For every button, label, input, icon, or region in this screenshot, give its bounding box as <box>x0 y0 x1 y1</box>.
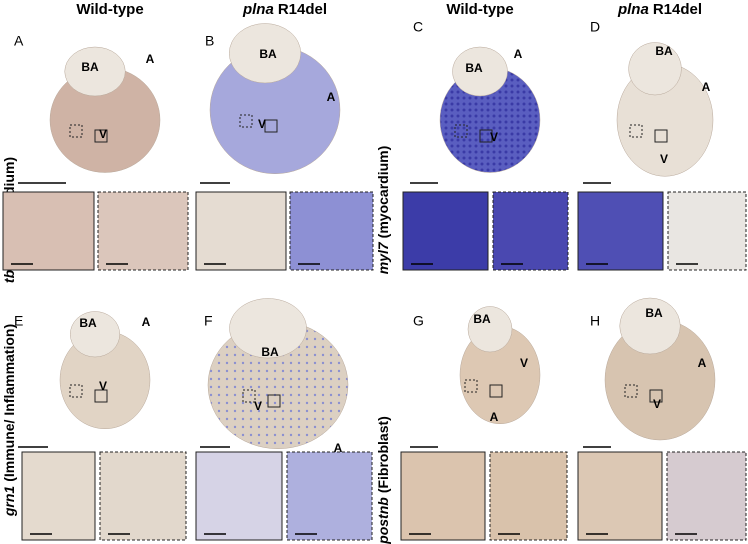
inset-image <box>99 451 187 541</box>
tissue-label: A <box>146 52 155 66</box>
inset-marker <box>654 129 668 143</box>
column-header: Wild-type <box>446 1 513 18</box>
bulbus-section <box>452 46 508 97</box>
inset-image <box>195 451 283 541</box>
tissue-label: A <box>490 410 499 424</box>
panel-letter: E <box>14 313 23 329</box>
bulbus-section <box>64 46 126 97</box>
inset-marker-dashed <box>69 384 83 398</box>
tissue-label: BA <box>79 316 97 330</box>
tissue-label: A <box>327 90 336 104</box>
inset-image <box>21 451 96 541</box>
tissue-label: V <box>99 127 107 141</box>
inset-marker-dashed <box>242 389 256 403</box>
inset-image <box>402 191 489 271</box>
inset-marker <box>264 119 278 133</box>
gene-name: plna <box>242 1 274 18</box>
column-header: plna R14del <box>617 1 702 18</box>
genotype: Wild-type <box>446 1 513 18</box>
inset-marker <box>489 384 503 398</box>
tissue-label: BA <box>473 312 491 326</box>
bulbus-section <box>229 298 307 359</box>
tissue-label: V <box>660 152 668 166</box>
panel-letter: B <box>205 33 214 49</box>
row-label: myl7 (myocardium) <box>375 146 391 275</box>
region: (Fibroblast) <box>375 416 391 493</box>
tissue-label: A <box>334 441 343 455</box>
panel-letter: F <box>204 313 213 329</box>
tissue-label: V <box>254 399 262 413</box>
inset-marker <box>479 129 493 143</box>
inset-image <box>289 191 374 271</box>
inset-image <box>286 451 373 541</box>
tissue-label: A <box>142 315 151 329</box>
tissue-label: V <box>258 117 266 131</box>
tissue-label: BA <box>465 61 483 75</box>
region: (myocardium) <box>375 146 391 239</box>
inset-marker-dashed <box>624 384 638 398</box>
genotype: R14del <box>653 1 702 18</box>
tissue-label: BA <box>259 47 277 61</box>
inset-marker <box>94 129 108 143</box>
inset-marker-dashed <box>69 124 83 138</box>
bulbus-section <box>467 306 513 353</box>
inset-image <box>577 191 664 271</box>
row-label: grn1 (Immune/ Inflammation) <box>1 324 17 517</box>
panel-letter: H <box>590 313 600 329</box>
inset-image <box>577 451 663 541</box>
inset-marker-dashed <box>464 379 478 393</box>
region: (Immune/ Inflammation) <box>1 324 17 482</box>
gene-name: plna <box>617 1 649 18</box>
inset-marker <box>649 389 663 403</box>
gene-name: myl7 <box>375 241 391 274</box>
tissue-label: BA <box>645 306 663 320</box>
genotype: Wild-type <box>76 1 143 18</box>
bulbus-section <box>70 311 120 358</box>
tissue-label: BA <box>655 44 673 58</box>
tissue-label: V <box>520 356 528 370</box>
gene-name: postnb <box>375 497 391 544</box>
inset-marker-dashed <box>239 114 253 128</box>
bulbus-section <box>619 297 681 355</box>
inset-image <box>489 451 568 541</box>
inset-image <box>492 191 569 271</box>
genotype: R14del <box>278 1 327 18</box>
tissue-label: A <box>698 356 707 370</box>
inset-image <box>400 451 486 541</box>
panel-letter: D <box>590 19 600 35</box>
tissue-label: A <box>702 80 711 94</box>
inset-marker-dashed <box>454 124 468 138</box>
inset-image <box>667 191 747 271</box>
inset-marker <box>94 389 108 403</box>
inset-image <box>195 191 287 271</box>
panel-letter: A <box>14 33 24 49</box>
inset-image <box>97 191 189 271</box>
row-label: postnb (Fibroblast) <box>375 416 391 544</box>
inset-image <box>2 191 95 271</box>
panel-letter: G <box>413 313 424 329</box>
inset-marker <box>267 394 281 408</box>
tissue-label: V <box>653 397 661 411</box>
inset-marker-dashed <box>629 124 643 138</box>
tissue-label: A <box>514 47 523 61</box>
column-header: plna R14del <box>242 1 327 18</box>
bulbus-section <box>628 42 682 96</box>
gene-name: grn1 <box>1 486 17 518</box>
tissue-label: V <box>490 130 498 144</box>
tissue-label: BA <box>81 60 99 74</box>
tissue-label: V <box>99 379 107 393</box>
inset-image <box>666 451 747 541</box>
bulbus-section <box>229 23 301 84</box>
column-header: Wild-type <box>76 1 143 18</box>
tissue-label: BA <box>261 345 279 359</box>
panel-letter: C <box>413 19 423 35</box>
